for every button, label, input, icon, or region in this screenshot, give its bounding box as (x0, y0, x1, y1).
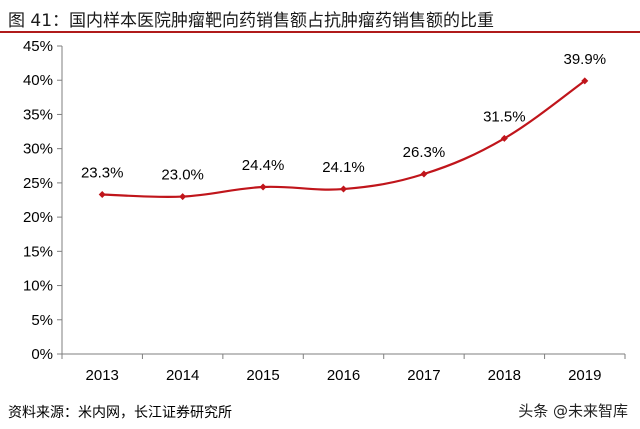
y-tick-label: 0% (31, 346, 53, 363)
data-point (581, 77, 589, 85)
data-label: 31.5% (483, 108, 526, 125)
y-tick-label: 40% (23, 72, 53, 89)
data-point (98, 191, 106, 199)
x-tick-label: 2013 (86, 367, 119, 384)
title-divider (0, 31, 640, 33)
x-tick-label: 2018 (488, 367, 521, 384)
data-point (259, 183, 267, 191)
data-point (420, 170, 428, 178)
x-tick-label: 2015 (246, 367, 279, 384)
x-tick-label: 2016 (327, 367, 360, 384)
y-tick-label: 15% (23, 243, 53, 260)
y-tick-label: 45% (23, 38, 53, 55)
y-tick-label: 35% (23, 106, 53, 123)
data-label: 24.1% (322, 159, 365, 176)
x-tick-label: 2019 (568, 367, 601, 384)
data-point (340, 185, 347, 193)
data-point (500, 134, 508, 142)
y-tick-label: 30% (23, 141, 53, 158)
x-tick-label: 2014 (166, 367, 199, 384)
data-label: 23.3% (81, 165, 124, 182)
data-label: 39.9% (564, 51, 607, 68)
y-tick-label: 10% (23, 278, 53, 295)
title-bar: 图 41：国内样本医院肿瘤靶向药销售额占抗肿瘤药销售额的比重 (0, 0, 640, 33)
data-label: 26.3% (403, 144, 446, 161)
y-tick-label: 20% (23, 209, 53, 226)
y-tick-label: 25% (23, 175, 53, 192)
data-label: 23.0% (161, 167, 204, 184)
y-tick-label: 5% (31, 312, 53, 329)
source-note: 资料来源：米内网，长江证券研究所 (8, 405, 232, 421)
data-label: 24.4% (242, 157, 285, 174)
watermark: 头条 @未来智库 (518, 402, 628, 420)
x-tick-label: 2017 (407, 367, 440, 384)
data-point (179, 193, 187, 201)
chart-title: 图 41：国内样本医院肿瘤靶向药销售额占抗肿瘤药销售额的比重 (8, 11, 495, 31)
